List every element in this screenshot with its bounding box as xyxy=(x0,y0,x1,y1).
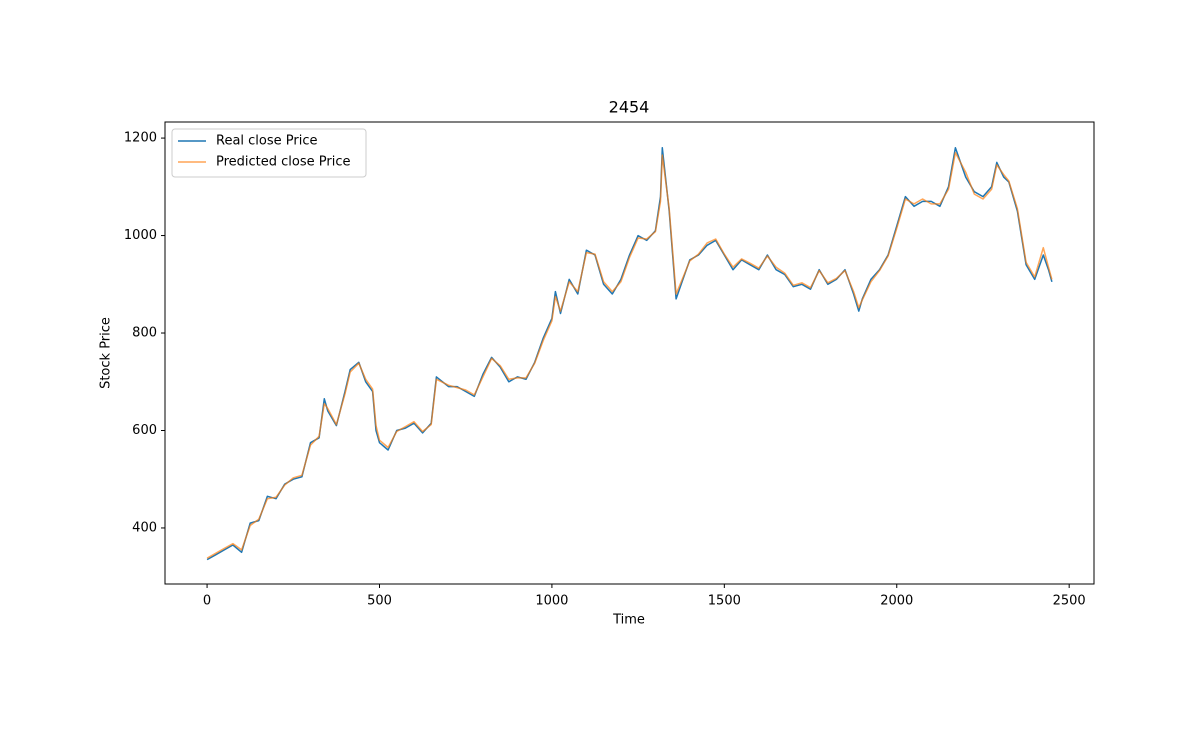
chart-title: 2454 xyxy=(609,98,650,117)
x-tick-label: 1000 xyxy=(535,594,568,609)
y-tick-label: 600 xyxy=(132,423,157,438)
x-tick-label: 2500 xyxy=(1053,594,1086,609)
data-line xyxy=(206,147,1053,561)
legend-label: Predicted close Price xyxy=(216,155,351,170)
y-tick-label: 1000 xyxy=(124,228,157,243)
x-tick-label: 0 xyxy=(203,594,211,609)
legend-box xyxy=(171,128,367,178)
y-tick-label: 800 xyxy=(132,326,157,341)
x-axis-label: Time xyxy=(612,613,645,628)
y-tick-label: 400 xyxy=(132,520,157,535)
legend-label: Real close Price xyxy=(216,134,318,149)
x-tick-label: 1500 xyxy=(708,594,741,609)
x-tick-label: 2000 xyxy=(880,594,913,609)
data-line xyxy=(206,151,1053,559)
y-tick-label: 1200 xyxy=(124,131,157,146)
plot-frame xyxy=(164,121,1095,585)
x-tick-label: 500 xyxy=(367,594,392,609)
y-axis-label: Stock Price xyxy=(99,317,114,389)
legend: Real close Price Predicted close Price xyxy=(171,128,367,178)
